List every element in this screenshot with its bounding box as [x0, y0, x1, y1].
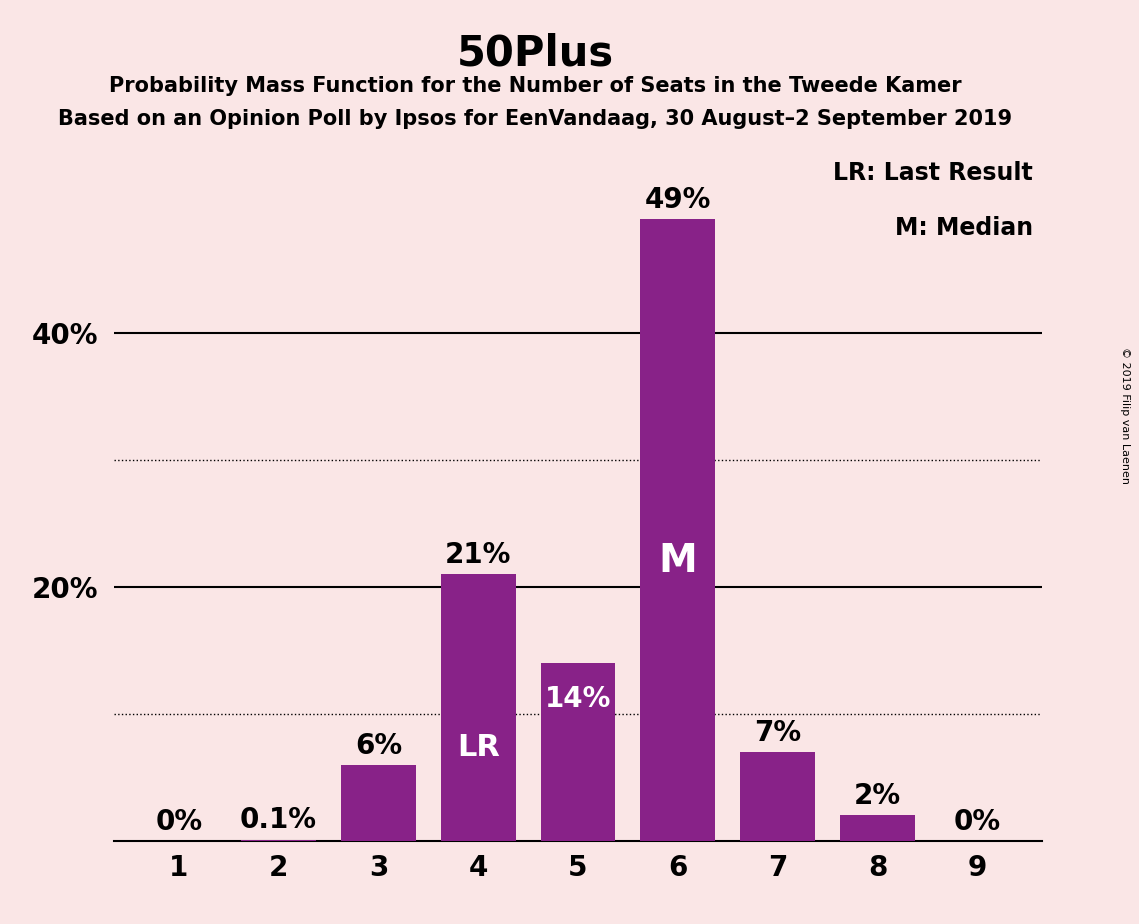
Text: LR: LR [457, 733, 500, 762]
Bar [441, 575, 516, 841]
Text: © 2019 Filip van Laenen: © 2019 Filip van Laenen [1121, 347, 1130, 484]
Text: 0%: 0% [953, 808, 1001, 836]
Text: 50Plus: 50Plus [457, 32, 614, 74]
Bar [341, 765, 416, 841]
Bar [841, 816, 915, 841]
Bar [740, 752, 816, 841]
Text: Based on an Opinion Poll by Ipsos for EenVandaag, 30 August–2 September 2019: Based on an Opinion Poll by Ipsos for Ee… [58, 109, 1013, 129]
Text: Probability Mass Function for the Number of Seats in the Tweede Kamer: Probability Mass Function for the Number… [109, 76, 961, 96]
Text: 6%: 6% [355, 732, 402, 760]
Text: 7%: 7% [754, 719, 801, 747]
Text: 2%: 2% [854, 783, 901, 810]
Bar [640, 219, 715, 841]
Text: 14%: 14% [544, 685, 612, 712]
Bar [541, 663, 615, 841]
Text: LR: Last Result: LR: Last Result [833, 161, 1033, 185]
Text: 49%: 49% [645, 187, 711, 214]
Text: M: Median: M: Median [895, 216, 1033, 240]
Text: 21%: 21% [445, 541, 511, 569]
Text: 0%: 0% [155, 808, 203, 836]
Bar [241, 840, 316, 841]
Text: 0.1%: 0.1% [240, 807, 317, 834]
Text: M: M [658, 542, 697, 580]
